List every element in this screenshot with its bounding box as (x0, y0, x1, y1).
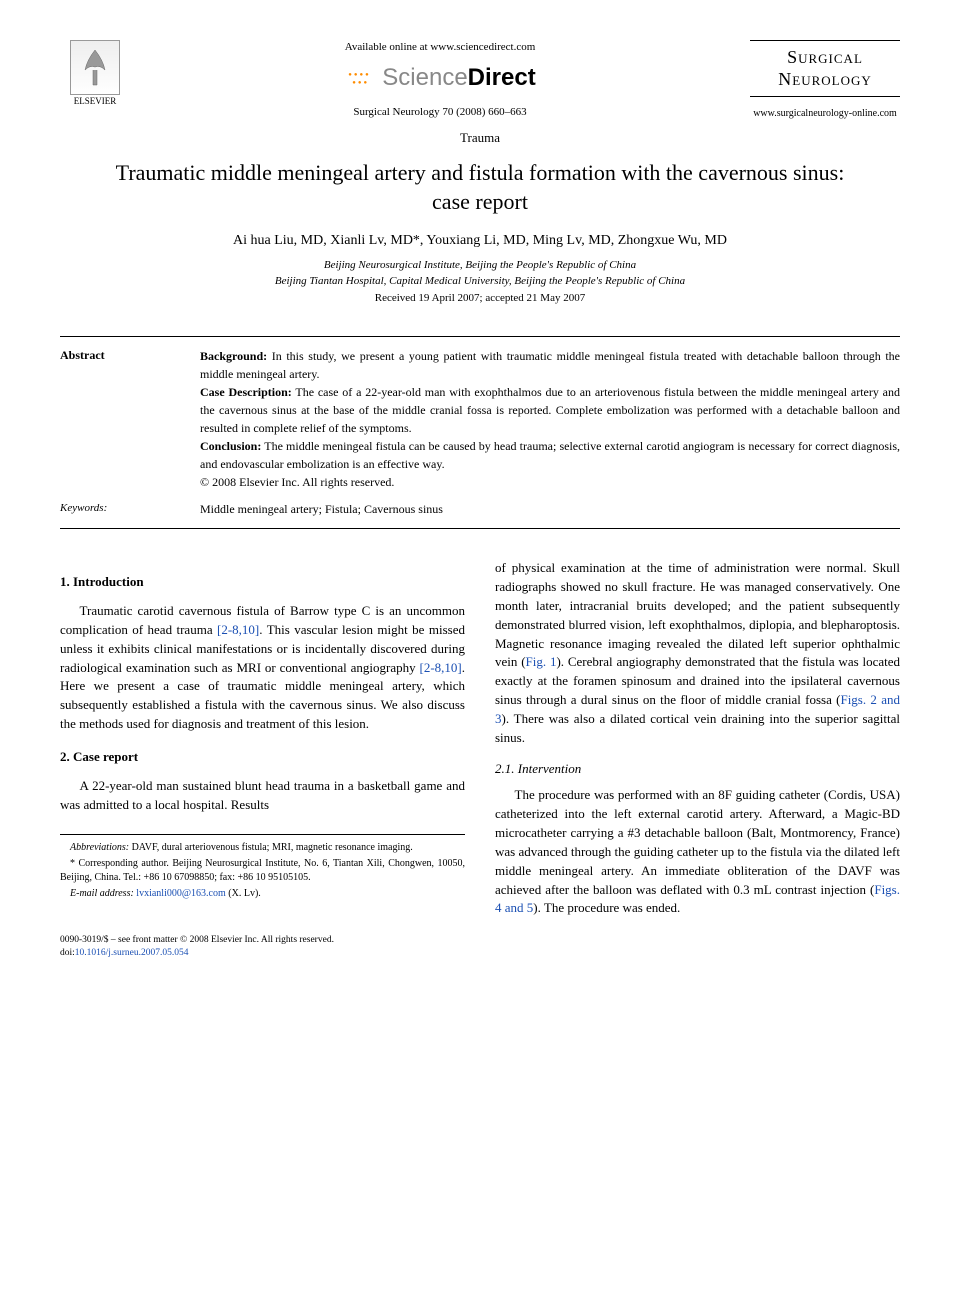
col2-continuation: of physical examination at the time of a… (495, 559, 900, 747)
abstract-conc-head: Conclusion: (200, 439, 261, 453)
doi-label: doi: (60, 948, 75, 958)
journal-reference: Surgical Neurology 70 (2008) 660–663 (150, 105, 730, 120)
citation-link[interactable]: [2-8,10] (420, 660, 462, 675)
keywords-text: Middle meningeal artery; Fistula; Cavern… (200, 501, 443, 518)
elsevier-tree-icon (70, 40, 120, 95)
intro-heading: 1. Introduction (60, 573, 465, 592)
issn-line: 0090-3019/$ – see front matter © 2008 El… (60, 935, 334, 945)
affiliation-1: Beijing Neurosurgical Institute, Beijing… (60, 258, 900, 273)
divider-top (60, 336, 900, 337)
abstract-copyright: © 2008 Elsevier Inc. All rights reserved… (200, 475, 394, 489)
keywords-row: Keywords: Middle meningeal artery; Fistu… (60, 501, 900, 518)
footnote-abbrev: Abbreviations: DAVF, dural arteriovenous… (60, 841, 465, 855)
article-dates: Received 19 April 2007; accepted 21 May … (60, 291, 900, 306)
footnote-email: E-mail address: lvxianli000@163.com (X. … (60, 887, 465, 901)
intervention-paragraph: The procedure was performed with an 8F g… (495, 786, 900, 918)
affiliation-2: Beijing Tiantan Hospital, Capital Medica… (60, 274, 900, 289)
sciencedirect-logo: ScienceDirect (150, 61, 730, 95)
abstract-case-head: Case Description: (200, 385, 292, 399)
affiliations: Beijing Neurosurgical Institute, Beijing… (60, 258, 900, 289)
journal-url: www.surgicalneurology-online.com (750, 107, 900, 121)
sd-wordmark: ScienceDirect (382, 61, 535, 95)
intervention-heading: 2.1. Intervention (495, 760, 900, 779)
doi-link[interactable]: 10.1016/j.surneu.2007.05.054 (75, 948, 189, 958)
page-header: ELSEVIER Available online at www.science… (60, 40, 900, 121)
case-heading: 2. Case report (60, 748, 465, 767)
intro-paragraph: Traumatic carotid cavernous fistula of B… (60, 602, 465, 734)
keywords-label: Keywords: (60, 501, 160, 518)
email-link[interactable]: lvxianli000@163.com (134, 888, 226, 899)
case-paragraph: A 22-year-old man sustained blunt head t… (60, 777, 465, 815)
article-section: Trauma (60, 129, 900, 147)
abstract-text: Background: In this study, we present a … (200, 347, 900, 491)
abstract-bg-head: Background: (200, 349, 267, 363)
article-title: Traumatic middle meningeal artery and fi… (100, 159, 860, 216)
page-footer: 0090-3019/$ – see front matter © 2008 El… (60, 934, 900, 959)
sd-dots-icon (344, 63, 374, 93)
body-columns: 1. Introduction Traumatic carotid cavern… (60, 559, 900, 920)
citation-link[interactable]: [2-8,10] (217, 622, 259, 637)
abstract-label: Abstract (60, 347, 160, 491)
divider-bottom (60, 528, 900, 529)
elsevier-logo: ELSEVIER (60, 40, 130, 120)
journal-name: Surgical Neurology (750, 40, 900, 97)
authors-line: Ai hua Liu, MD, Xianli Lv, MD*, Youxiang… (60, 231, 900, 251)
abstract-block: Abstract Background: In this study, we p… (60, 347, 900, 491)
header-center: Available online at www.sciencedirect.co… (130, 40, 750, 120)
column-right: of physical examination at the time of a… (495, 559, 900, 920)
elsevier-label: ELSEVIER (74, 95, 117, 108)
footnote-corresponding: * Corresponding author. Beijing Neurosur… (60, 857, 465, 885)
footnotes: Abbreviations: DAVF, dural arteriovenous… (60, 834, 465, 901)
figure-link[interactable]: Fig. 1 (526, 654, 557, 669)
journal-title-box: Surgical Neurology www.surgicalneurology… (750, 40, 900, 121)
available-online-text: Available online at www.sciencedirect.co… (150, 40, 730, 55)
column-left: 1. Introduction Traumatic carotid cavern… (60, 559, 465, 920)
